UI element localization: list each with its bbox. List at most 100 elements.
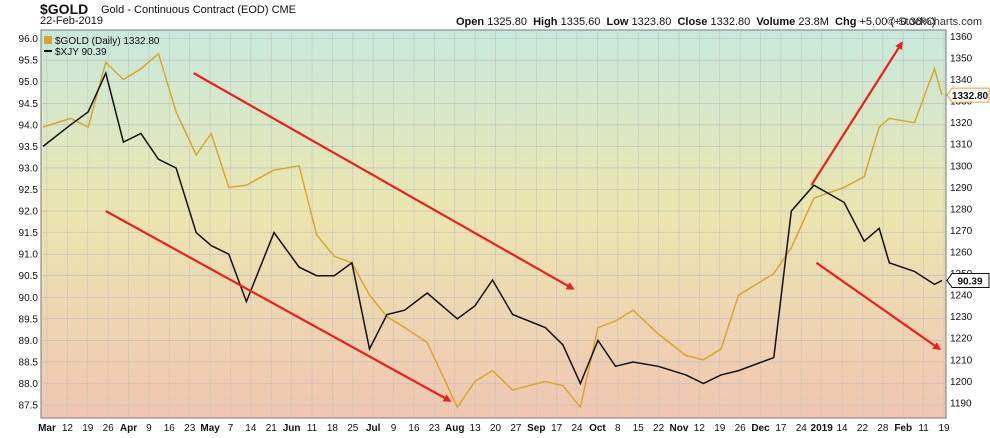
right-tick-label: 1220 — [950, 334, 973, 345]
stockcharts-brand: © StockCharts.com — [887, 16, 982, 28]
x-tick-label: 17 — [551, 423, 563, 434]
x-tick-label: 23 — [184, 423, 196, 434]
right-tick-label: 1230 — [950, 312, 973, 323]
last-value-tag — [946, 87, 990, 103]
right-tick-label: 1260 — [950, 248, 973, 259]
x-tick-label: 28 — [877, 423, 889, 434]
right-tick-label: 1270 — [950, 226, 973, 237]
left-tick-label: 89.5 — [19, 314, 39, 325]
right-tick-label: 1350 — [950, 54, 973, 65]
left-tick-label: 89.0 — [19, 336, 39, 347]
left-tick-label: 91.0 — [19, 250, 39, 261]
x-tick-label: Nov — [670, 423, 689, 434]
x-tick-label: 13 — [470, 423, 482, 434]
x-tick-label: 14 — [837, 423, 849, 434]
last-value-label: 90.39 — [957, 276, 982, 287]
x-tick-label: Oct — [589, 423, 606, 434]
left-tick-label: 90.0 — [19, 293, 39, 304]
x-tick-label: Jul — [366, 423, 381, 434]
price-stats: Open 1325.80 High 1335.60 Low 1323.80 Cl… — [456, 16, 936, 28]
right-tick-label: 1310 — [950, 140, 973, 151]
x-tick-label: 23 — [429, 423, 441, 434]
chart-legend: $GOLD (Daily) 1332.80$XJY 90.39 — [44, 36, 160, 58]
x-tick-label: 19 — [82, 423, 94, 434]
x-tick-label: 16 — [408, 423, 420, 434]
plot-area — [40, 29, 947, 419]
left-tick-label: 95.5 — [19, 56, 39, 67]
x-tick-label: 27 — [510, 423, 522, 434]
last-value-tags: 1332.80 90.39 — [946, 87, 990, 288]
xjy-series-line — [42, 70, 943, 386]
right-tick-label: 1300 — [950, 161, 973, 172]
trend-arrow — [810, 41, 903, 186]
x-tick-label: 8 — [615, 423, 621, 434]
left-tick-label: 87.5 — [19, 401, 39, 412]
trend-arrows — [105, 41, 942, 402]
left-tick-label: 92.0 — [19, 207, 39, 218]
x-tick-label: Jun — [283, 423, 301, 434]
left-tick-label: 91.5 — [19, 228, 39, 239]
left-tick-label: 96.0 — [19, 34, 39, 45]
right-tick-label: 1210 — [950, 355, 973, 366]
legend-swatch — [44, 36, 52, 44]
x-tick-label: Dec — [751, 423, 770, 434]
x-tick-label: 26 — [103, 423, 115, 434]
last-value-tag — [946, 272, 990, 288]
x-tick-label: 26 — [735, 423, 747, 434]
x-tick-label: 24 — [571, 423, 583, 434]
left-tick-label: 93.5 — [19, 142, 39, 153]
x-tick-label: 22 — [857, 423, 869, 434]
chart-date: 22-Feb-2019 — [40, 15, 103, 27]
right-tick-label: 1200 — [950, 377, 973, 388]
left-tick-label: 88.5 — [19, 357, 39, 368]
left-tick-label: 95.0 — [19, 77, 39, 88]
x-tick-label: 12 — [694, 423, 706, 434]
right-tick-label: 1190 — [950, 398, 972, 409]
x-tick-label: 20 — [490, 423, 502, 434]
left-tick-label: 90.5 — [19, 271, 39, 282]
right-tick-label: 1290 — [950, 183, 973, 194]
right-tick-label: 1340 — [950, 75, 973, 86]
x-tick-label: 14 — [245, 423, 257, 434]
left-axis: 87.5 88.0 88.5 89.0 89.5 90.0 90.5 91.0 91.5 92.0… — [19, 34, 39, 411]
x-tick-label: Mar — [38, 423, 56, 434]
x-axis: Mar 12 19 26 Apr 9 16 23 May 7 14 21 Jun 11 18 25 Jul 9 16… — [38, 423, 950, 434]
x-tick-label: 24 — [796, 423, 808, 434]
left-tick-label: 93.0 — [19, 163, 39, 174]
right-tick-label: 1320 — [950, 118, 973, 129]
left-tick-label: 94.5 — [19, 99, 39, 110]
x-tick-label: Aug — [445, 423, 464, 434]
trend-arrow — [815, 261, 942, 351]
x-tick-label: 12 — [62, 423, 74, 434]
x-tick-label: 9 — [391, 423, 397, 434]
x-tick-label: 22 — [653, 423, 665, 434]
trend-arrow — [105, 210, 452, 402]
right-tick-label: 1240 — [950, 291, 973, 302]
legend-label: $GOLD (Daily) 1332.80 — [55, 36, 160, 47]
x-tick-label: 21 — [266, 423, 278, 434]
grid-lines — [41, 30, 946, 418]
gold-series-line — [42, 52, 943, 409]
x-tick-label: 16 — [164, 423, 176, 434]
x-tick-label: Apr — [120, 423, 137, 434]
x-tick-label: May — [200, 423, 220, 434]
x-tick-label: 2019 — [811, 423, 834, 434]
right-tick-label: 1280 — [950, 204, 973, 215]
x-tick-label: 9 — [146, 423, 152, 434]
x-tick-label: 17 — [775, 423, 787, 434]
x-tick-label: Sep — [527, 423, 545, 434]
x-tick-label: 11 — [918, 423, 929, 434]
symbol-title: $GOLD — [40, 1, 89, 17]
chart-header: $GOLD Gold - Continuous Contract (EOD) C… — [0, 0, 990, 30]
legend-label: $XJY 90.39 — [55, 47, 107, 58]
x-tick-label: 7 — [228, 423, 234, 434]
x-tick-label: 18 — [327, 423, 339, 434]
x-tick-label: 11 — [307, 423, 318, 434]
x-tick-label: 19 — [714, 423, 726, 434]
trend-arrow — [193, 72, 575, 290]
x-tick-label: 25 — [347, 423, 359, 434]
last-value-label: 1332.80 — [952, 91, 989, 102]
left-tick-label: 92.5 — [19, 185, 39, 196]
left-tick-label: 94.0 — [19, 120, 39, 131]
left-tick-label: 88.0 — [19, 379, 39, 390]
